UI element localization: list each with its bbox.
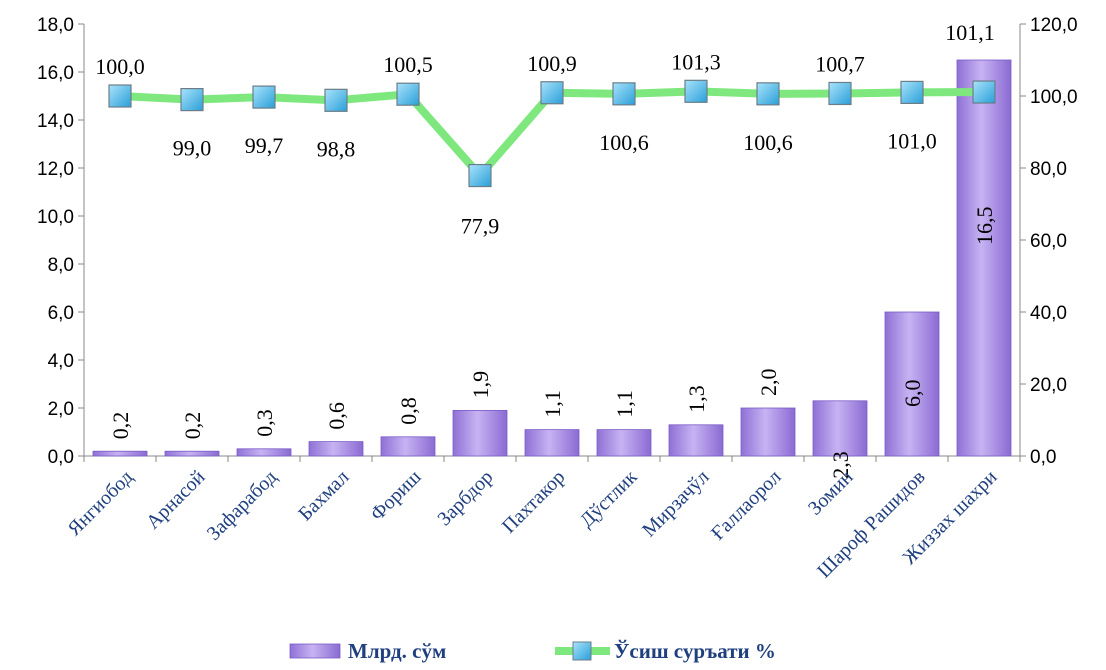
- category-label: Зарбдор: [433, 466, 497, 530]
- bar-value-label: 0,8: [396, 397, 421, 425]
- line-value-label: 100,0: [95, 54, 145, 79]
- bar-value-label: 1,1: [540, 390, 565, 418]
- line-value-label: 77,9: [461, 214, 500, 239]
- line-marker: [108, 84, 132, 108]
- line-marker: [684, 79, 708, 103]
- line-marker: [900, 80, 924, 105]
- category-label: Янгиобод: [63, 466, 137, 540]
- bar-value-label: 1,3: [684, 385, 709, 413]
- category-label: Фориш: [366, 466, 426, 526]
- y-left-tick-label: 12,0: [37, 159, 74, 180]
- line-value-label: 99,0: [173, 136, 212, 161]
- bar: [740, 407, 796, 457]
- data-labels-group: 0,2 0,2 0,3 0,6 0,8 1,9 1,1 1,1 1,3 2,0 2,3 6,0 16,5…: [95, 20, 997, 479]
- y-right-tick-label: 80,0: [1030, 159, 1067, 180]
- bar-value-label: 2,0: [756, 369, 781, 397]
- bar-value-label: 0,2: [180, 412, 205, 440]
- bar: [668, 424, 724, 457]
- category-label: Мирзачўл: [638, 466, 713, 541]
- line-value-label: 101,1: [945, 20, 995, 45]
- y-left-tick-label: 2,0: [48, 399, 74, 420]
- bar: [452, 409, 508, 457]
- bar-value-label: 0,6: [324, 402, 349, 430]
- line-value-label: 101,3: [671, 49, 721, 74]
- y-left-tick-label: 0,0: [48, 447, 74, 468]
- y-left-tick-label: 4,0: [48, 351, 74, 372]
- line-marker: [612, 82, 636, 106]
- line-marker: [396, 82, 420, 106]
- category-label: Ғаллаорол: [707, 466, 786, 545]
- bar: [380, 436, 436, 457]
- line-marker: [468, 163, 492, 188]
- y-right-tick-label: 20,0: [1030, 375, 1067, 396]
- bar: [596, 429, 652, 457]
- legend: Млрд. сўм Ўсиш суръати %: [289, 639, 776, 663]
- bar: [884, 311, 940, 457]
- legend-line-label: Ўсиш суръати %: [614, 639, 776, 663]
- line-marker: [324, 88, 348, 112]
- line-marker: [180, 87, 204, 112]
- y-right-tick-label: 120,0: [1030, 15, 1078, 36]
- bar: [524, 429, 580, 457]
- legend-line-marker: [572, 641, 592, 661]
- y-left-tick-label: 8,0: [48, 255, 74, 276]
- category-label: Зафарабод: [203, 466, 282, 545]
- bar-value-label: 0,3: [252, 409, 277, 437]
- line-value-label: 100,9: [527, 51, 577, 76]
- line-marker: [828, 81, 852, 106]
- line-marker: [972, 80, 996, 104]
- line-value-label: 100,6: [599, 130, 649, 155]
- bars-group: [92, 59, 1012, 457]
- bar: [308, 441, 364, 457]
- y-right-tick-label: 100,0: [1030, 87, 1078, 108]
- line-value-label: 100,7: [815, 51, 865, 76]
- category-label: Пахтакор: [498, 466, 570, 538]
- line-marker: [756, 82, 780, 106]
- y-left-tick-label: 10,0: [37, 207, 74, 228]
- y-right-tick-label: 40,0: [1030, 303, 1067, 324]
- bar-value-label: 0,2: [108, 412, 133, 440]
- category-label: Арнасой: [142, 466, 210, 534]
- bar: [164, 450, 220, 457]
- y-right-tick-label: 60,0: [1030, 231, 1067, 252]
- bar-value-label: 1,1: [612, 390, 637, 418]
- bar: [812, 400, 868, 457]
- y-left-tick-label: 14,0: [37, 111, 74, 132]
- bar-value-label: 2,3: [828, 451, 853, 479]
- line-value-label: 100,6: [743, 130, 793, 155]
- legend-bar-swatch: [289, 643, 341, 659]
- line-marker: [252, 85, 276, 109]
- y-left-tick-label: 18,0: [37, 15, 74, 36]
- bar-value-label: 1,9: [468, 371, 493, 399]
- category-label: Бахмал: [294, 466, 353, 525]
- bar-value-label: 6,0: [900, 380, 925, 408]
- bar: [92, 450, 148, 457]
- y-left-tick-label: 16,0: [37, 63, 74, 84]
- line-marker: [540, 81, 564, 105]
- line-group: [108, 79, 996, 188]
- bar: [956, 59, 1012, 457]
- line-value-label: 100,5: [383, 52, 433, 77]
- bar-value-label: 16,5: [972, 207, 997, 246]
- line-value-label: 101,0: [887, 128, 937, 153]
- bar: [236, 448, 292, 457]
- y-right-tick-label: 0,0: [1030, 447, 1056, 468]
- line-value-label: 99,7: [245, 133, 284, 158]
- line-value-label: 98,8: [317, 136, 356, 161]
- y-left-tick-label: 6,0: [48, 303, 74, 324]
- category-label: Дўстлик: [576, 466, 642, 532]
- axes: 0,0 2,0 4,0 6,0 8,0 10,0 12,0 14,0 16,0 18,0 0,0 20…: [37, 15, 1078, 468]
- legend-bar-label: Млрд. сўм: [348, 639, 446, 663]
